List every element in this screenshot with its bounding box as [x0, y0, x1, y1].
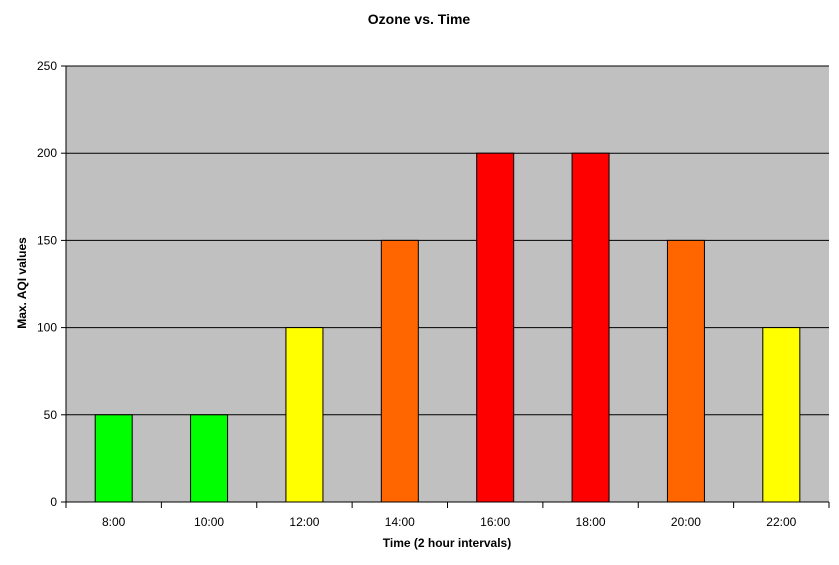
- bar-22-00: [762, 327, 801, 503]
- x-tick-label: 22:00: [766, 515, 796, 529]
- bar-14-00: [380, 239, 419, 503]
- x-axis-title: Time (2 hour intervals): [383, 536, 511, 550]
- chart-title: Ozone vs. Time: [368, 11, 471, 27]
- y-tick-label: 250: [37, 59, 57, 73]
- bar-8-00: [94, 414, 133, 503]
- x-tick-label: 18:00: [576, 515, 606, 529]
- bar-16-00: [476, 152, 515, 503]
- bars: [94, 152, 801, 503]
- x-tick-label: 20:00: [671, 515, 701, 529]
- x-tick-label: 12:00: [289, 515, 319, 529]
- y-axis-title: Max. AQI values: [15, 237, 29, 329]
- x-tick-label: 10:00: [194, 515, 224, 529]
- y-tick-label: 200: [37, 146, 57, 160]
- y-tick-label: 100: [37, 321, 57, 335]
- y-tick-label: 150: [37, 233, 57, 247]
- y-axis-ticks: 0 50 100 150 200 250: [37, 59, 66, 509]
- y-tick-label: 0: [50, 495, 57, 509]
- bar-18-00: [571, 152, 610, 503]
- x-tick-label: 14:00: [385, 515, 415, 529]
- x-axis-ticks: 8:00 10:00 12:00 14:00 16:00 18:00 20:00 22:00: [65, 502, 830, 529]
- bar-20-00: [666, 239, 705, 503]
- bar-10-00: [190, 414, 229, 503]
- x-tick-label: 16:00: [480, 515, 510, 529]
- y-tick-label: 50: [44, 408, 58, 422]
- bar-12-00: [285, 327, 324, 503]
- plot-area: [66, 66, 829, 502]
- x-tick-label: 8:00: [102, 515, 126, 529]
